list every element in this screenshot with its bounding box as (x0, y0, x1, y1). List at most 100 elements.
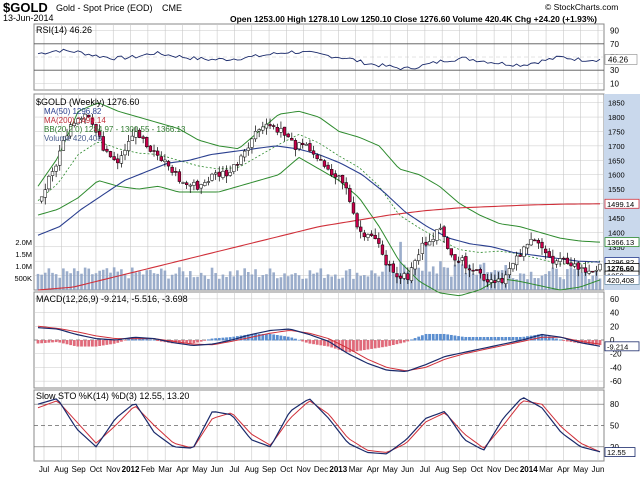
price-tick-label: 1750 (608, 127, 625, 136)
macd-histogram-bar (399, 340, 402, 344)
candle-down (293, 140, 298, 150)
candle-down (485, 279, 490, 283)
macd-histogram-bar (518, 336, 522, 341)
macd-histogram-bar (36, 340, 40, 344)
volume-bar (217, 278, 221, 290)
macd-histogram-bar (547, 336, 551, 341)
macd-histogram-bar (384, 340, 388, 347)
volume-bar (141, 274, 145, 290)
macd-histogram-bar (297, 339, 301, 341)
candle-up (304, 143, 308, 146)
macd-histogram-bar (43, 340, 47, 343)
macd-histogram-bar (323, 340, 326, 346)
candle-down (355, 213, 359, 228)
volume-bar (315, 272, 319, 290)
candle-down (101, 136, 105, 151)
volume-bar (529, 271, 533, 290)
macd-histogram-bar (130, 337, 134, 341)
candle-up (50, 171, 55, 176)
candle-down (471, 269, 475, 272)
volume-bar (344, 270, 348, 290)
candle-up (134, 131, 138, 138)
price-legend-title: $GOLD (Weekly) 1276.60 (36, 97, 140, 107)
candle-down (145, 137, 149, 148)
candle-up (206, 181, 211, 183)
macd-histogram-bar (594, 340, 598, 345)
volume-bar (457, 260, 460, 290)
watermark: © StockCharts.com (545, 2, 619, 12)
macd-histogram-bar (90, 340, 94, 347)
volume-bar (348, 268, 352, 290)
candle-up (511, 263, 515, 270)
candle-down (351, 202, 356, 214)
candle-up (489, 279, 493, 283)
volume-bar (558, 277, 562, 290)
volume-bar (207, 278, 210, 290)
volume-bar (72, 268, 76, 290)
candle-down (170, 166, 174, 173)
panel-frame-price (33, 93, 605, 291)
sto-flag-box (604, 447, 636, 457)
volume-bar (243, 268, 246, 290)
macd-histogram-bar (76, 340, 80, 347)
macd-signal-line (37, 325, 601, 372)
macd-histogram-bar (301, 340, 305, 342)
volume-bar (381, 271, 384, 290)
volume-bar (323, 277, 326, 290)
bollinger-middle (37, 133, 601, 265)
candle-down (217, 171, 221, 177)
candle-up (83, 113, 87, 120)
volume-bar (363, 275, 366, 290)
macd-histogram-bar (283, 336, 286, 341)
macd-histogram-bar (598, 340, 602, 346)
volume-bar (435, 273, 439, 290)
volume-bar (537, 278, 540, 290)
macd-label: MACD(12,26,9) -9.214, -5.516, -3.698 (36, 294, 188, 304)
macd-histogram-bar (395, 340, 399, 345)
volume-bar (210, 267, 214, 290)
macd-histogram-bar (279, 335, 283, 341)
x-tick-label: Jul (420, 465, 430, 474)
volume-bar (573, 269, 576, 290)
candle-up (221, 170, 225, 178)
rsi-flag-box (604, 54, 638, 65)
rsi-tick-label: 10 (610, 79, 619, 88)
candle-down (464, 256, 468, 269)
volume-bar (225, 276, 228, 290)
volume-bar (283, 273, 286, 290)
macd-histogram-bar (471, 336, 475, 341)
candle-down (177, 171, 182, 182)
candle-down (330, 169, 334, 176)
price-tick-label: 1650 (608, 156, 625, 165)
candle-up (572, 263, 577, 267)
candle-up (598, 263, 602, 271)
rsi-line (37, 48, 601, 71)
candle-up (264, 123, 269, 129)
volume-bar (192, 277, 196, 290)
macd-histogram-bar (83, 340, 87, 347)
price-tick-label: 1400 (608, 228, 625, 237)
volume-bar (246, 272, 250, 290)
macd-histogram-bar (210, 338, 214, 341)
candle-up (558, 258, 562, 262)
price-tick-label: 1600 (608, 171, 625, 180)
volume-bar (109, 272, 112, 290)
x-tick-label: Jul (229, 465, 239, 474)
macd-histogram-bar (410, 339, 413, 341)
x-tick-label: Mar (349, 465, 363, 474)
macd-histogram-bar (275, 335, 279, 341)
macd-histogram-bar (511, 336, 515, 341)
candle-down (475, 269, 479, 271)
candle-up (529, 239, 533, 246)
candle-down (591, 270, 595, 273)
macd-histogram-bar (424, 333, 428, 341)
volume-bar (80, 273, 83, 290)
macd-histogram-bar (449, 334, 453, 341)
candle-up (72, 122, 76, 126)
volume-bar (355, 272, 359, 290)
candle-down (482, 273, 486, 281)
volume-bar (272, 272, 275, 290)
macd-histogram-bar (243, 334, 247, 341)
candle-up (279, 128, 283, 133)
